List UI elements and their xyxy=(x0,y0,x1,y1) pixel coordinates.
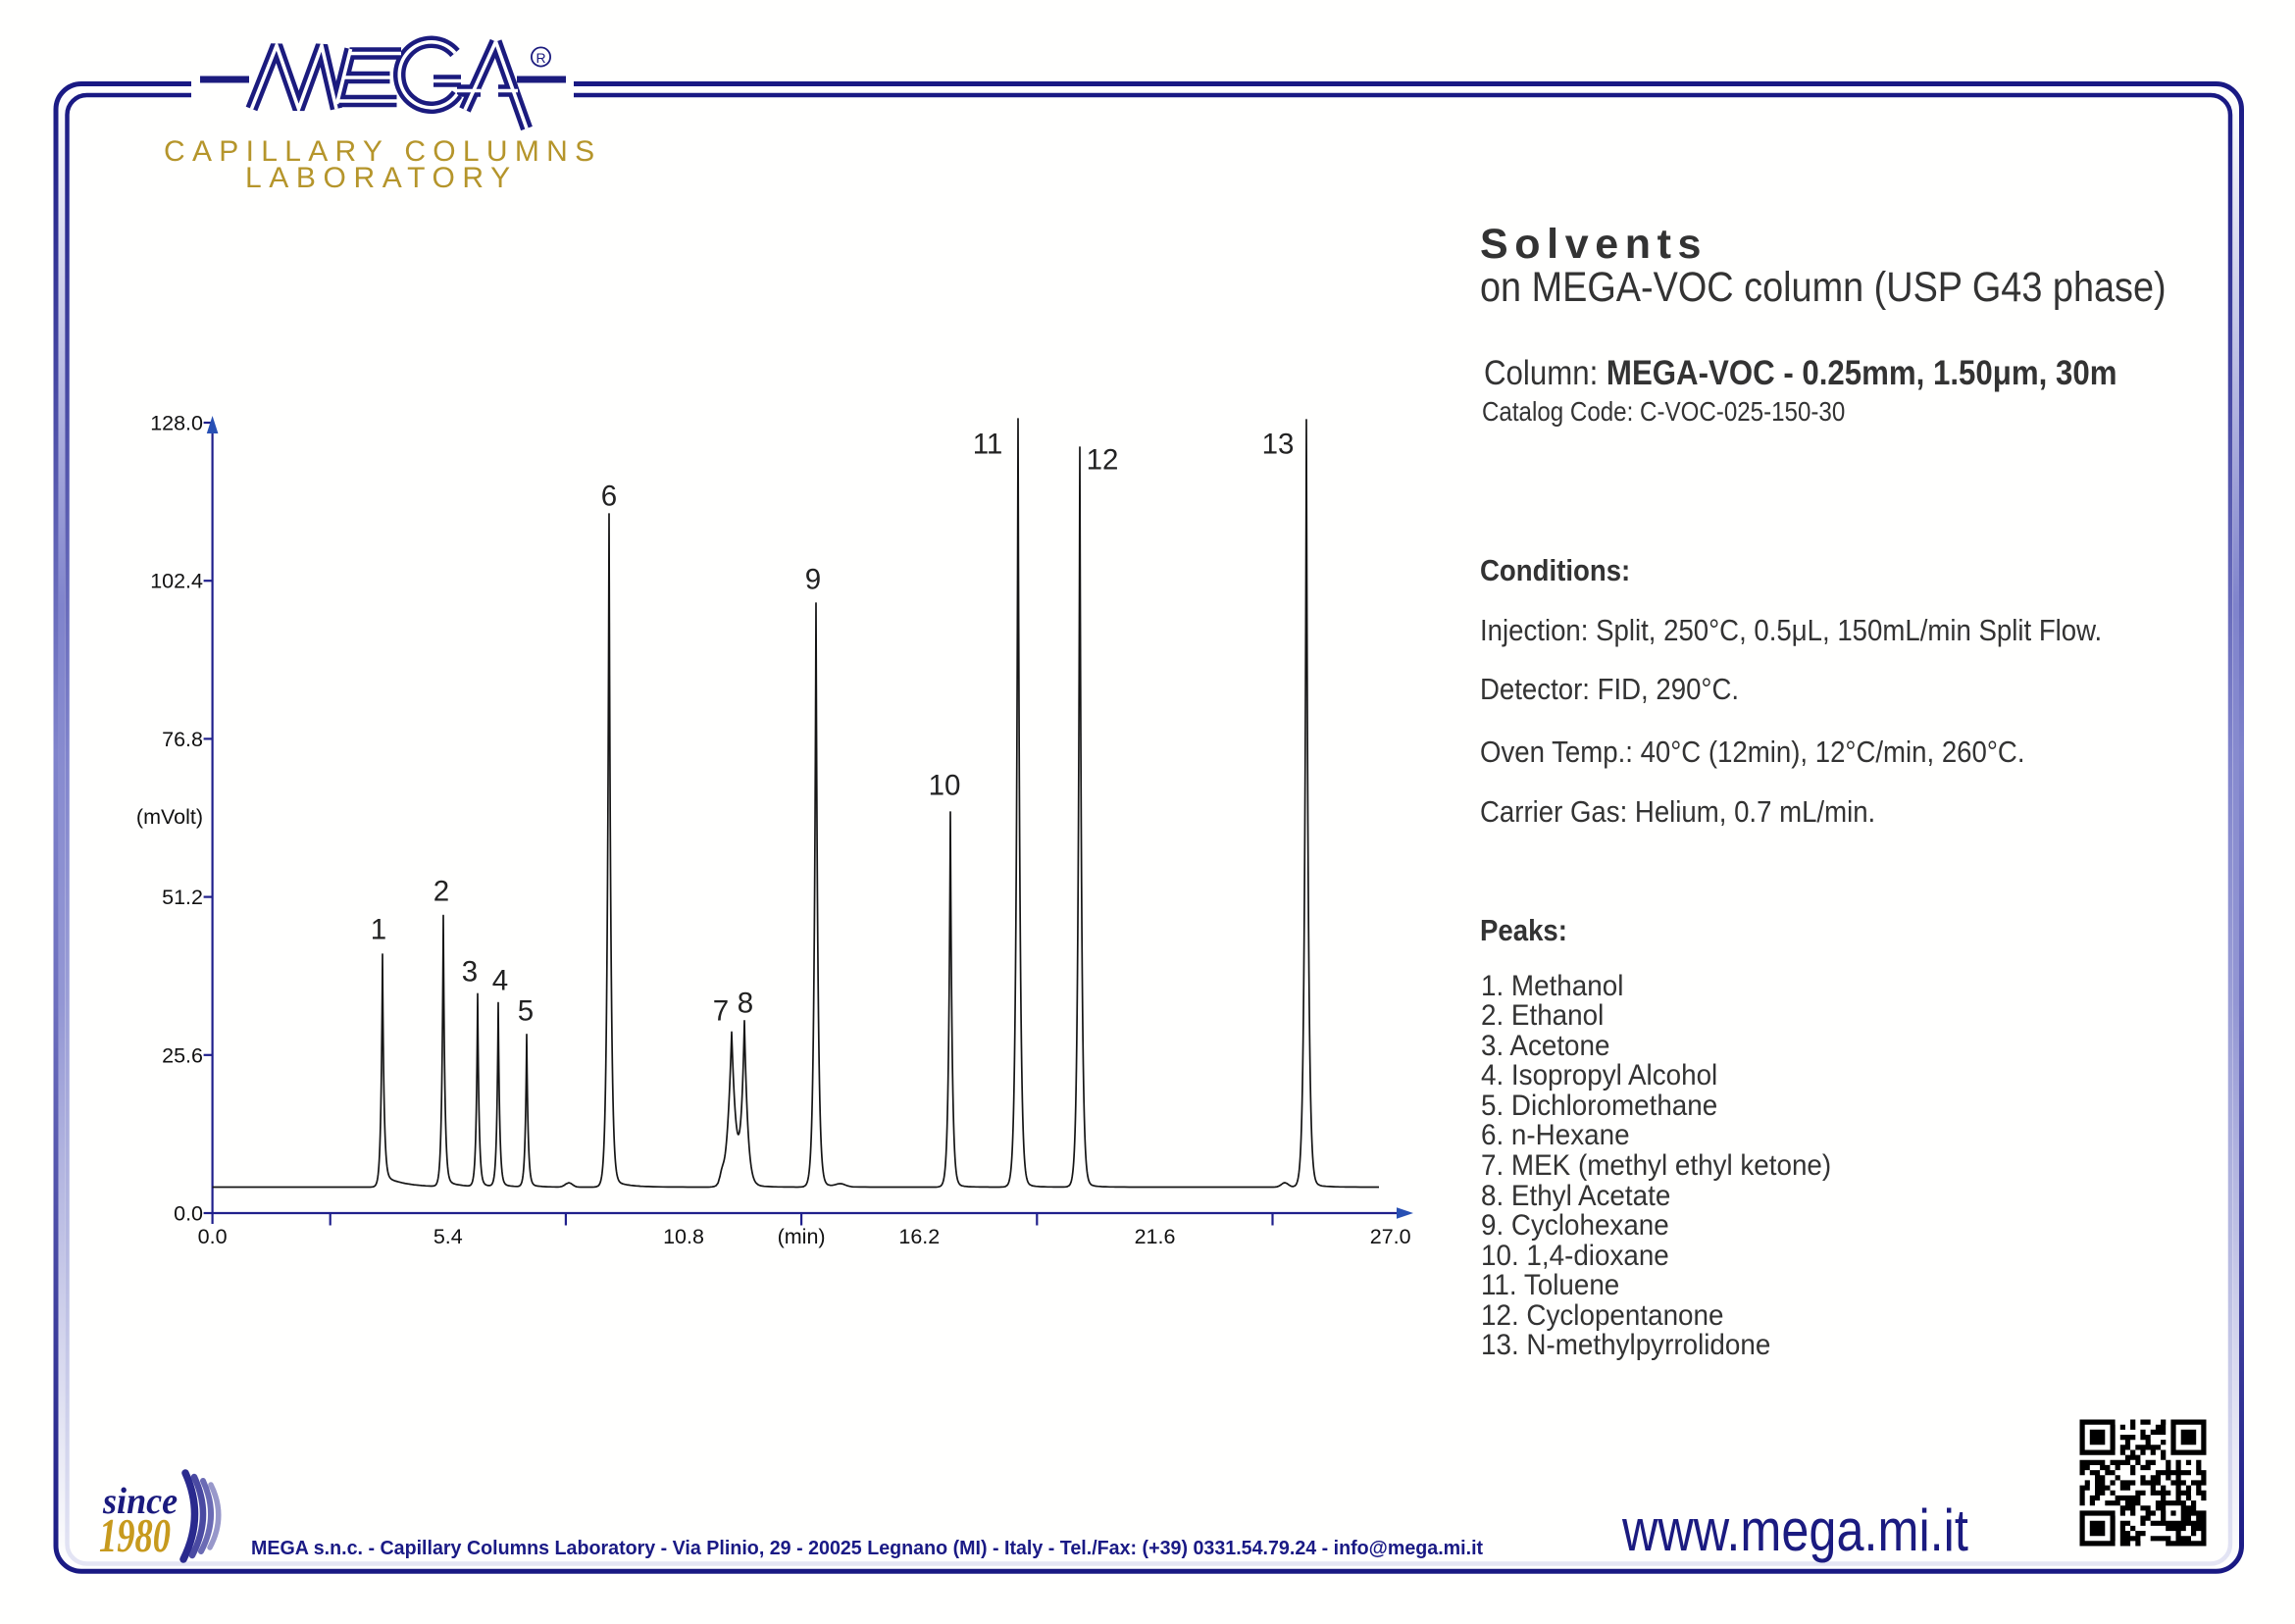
svg-text:10: 10 xyxy=(929,770,961,802)
svg-text:(mVolt): (mVolt) xyxy=(136,805,203,829)
svg-text:0.0: 0.0 xyxy=(174,1202,203,1226)
svg-text:R: R xyxy=(536,50,545,66)
svg-text:5.4: 5.4 xyxy=(434,1225,463,1248)
svg-text:7: 7 xyxy=(713,995,729,1028)
svg-text:2: 2 xyxy=(434,876,449,908)
svg-text:21.6: 21.6 xyxy=(1135,1225,1176,1248)
svg-text:16.2: 16.2 xyxy=(898,1225,940,1248)
svg-text:4: 4 xyxy=(492,965,508,997)
svg-text:27.0: 27.0 xyxy=(1370,1225,1411,1248)
svg-text:51.2: 51.2 xyxy=(162,886,203,909)
svg-text:1: 1 xyxy=(371,914,386,946)
svg-text:0.0: 0.0 xyxy=(198,1225,228,1248)
svg-text:128.0: 128.0 xyxy=(150,412,203,435)
svg-text:9: 9 xyxy=(805,564,821,596)
svg-text:25.6: 25.6 xyxy=(162,1043,203,1067)
svg-text:3: 3 xyxy=(462,956,478,989)
svg-text:102.4: 102.4 xyxy=(150,570,203,593)
svg-text:8: 8 xyxy=(738,988,753,1020)
svg-text:5: 5 xyxy=(518,995,534,1028)
svg-text:6: 6 xyxy=(601,481,617,513)
svg-text:76.8: 76.8 xyxy=(162,728,203,751)
svg-text:12: 12 xyxy=(1087,444,1119,477)
svg-text:10.8: 10.8 xyxy=(663,1225,704,1248)
svg-text:11: 11 xyxy=(973,429,1003,461)
svg-text:13: 13 xyxy=(1262,429,1295,461)
svg-text:(min): (min) xyxy=(778,1225,826,1248)
